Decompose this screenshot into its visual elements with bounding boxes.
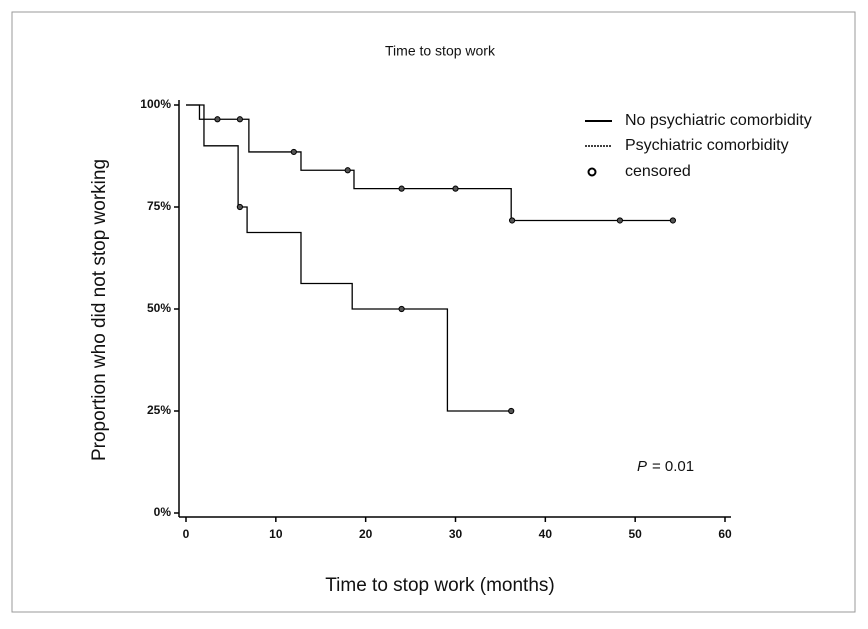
x-tick-label: 0	[183, 527, 190, 541]
x-tick-label: 50	[628, 527, 642, 541]
y-tick-label: 50%	[147, 301, 171, 315]
x-tick-label: 40	[539, 527, 553, 541]
censored-mark	[452, 185, 459, 192]
x-tick-label: 10	[269, 527, 283, 541]
p-value: = 0.01	[652, 458, 694, 475]
legend-label: Psychiatric comorbidity	[625, 137, 789, 154]
survival-curve	[186, 104, 673, 222]
x-tick-label: 30	[449, 527, 463, 541]
x-tick-label: 20	[359, 527, 373, 541]
y-tick-label: 0%	[154, 505, 172, 519]
censored-mark	[398, 185, 405, 192]
censored-mark	[236, 116, 243, 123]
legend-censored-mark	[587, 167, 597, 177]
censored-mark	[616, 217, 623, 224]
y-tick-label: 100%	[140, 97, 171, 111]
censored-mark	[669, 217, 676, 224]
censored-mark	[508, 407, 515, 415]
chart-title: Time to stop work	[385, 43, 496, 59]
y-tick-label: 75%	[147, 199, 171, 213]
frame	[11, 11, 856, 613]
censored-mark	[398, 305, 405, 313]
censored-mark	[508, 217, 516, 224]
y-axis-label: Proportion who did not stop working	[89, 159, 110, 461]
y-tick-label: 25%	[147, 403, 171, 417]
x-tick-label: 60	[718, 527, 732, 541]
censored-mark	[290, 148, 297, 156]
censored-mark	[344, 167, 351, 174]
legend-censored-label: censored	[625, 163, 691, 180]
censored-mark	[236, 203, 243, 211]
legend-label: No psychiatric comorbidity	[625, 112, 812, 129]
survival-curve	[186, 104, 512, 412]
censored-mark	[214, 116, 221, 123]
x-axis-label: Time to stop work (months)	[325, 575, 554, 596]
p-symbol: P	[637, 458, 647, 475]
